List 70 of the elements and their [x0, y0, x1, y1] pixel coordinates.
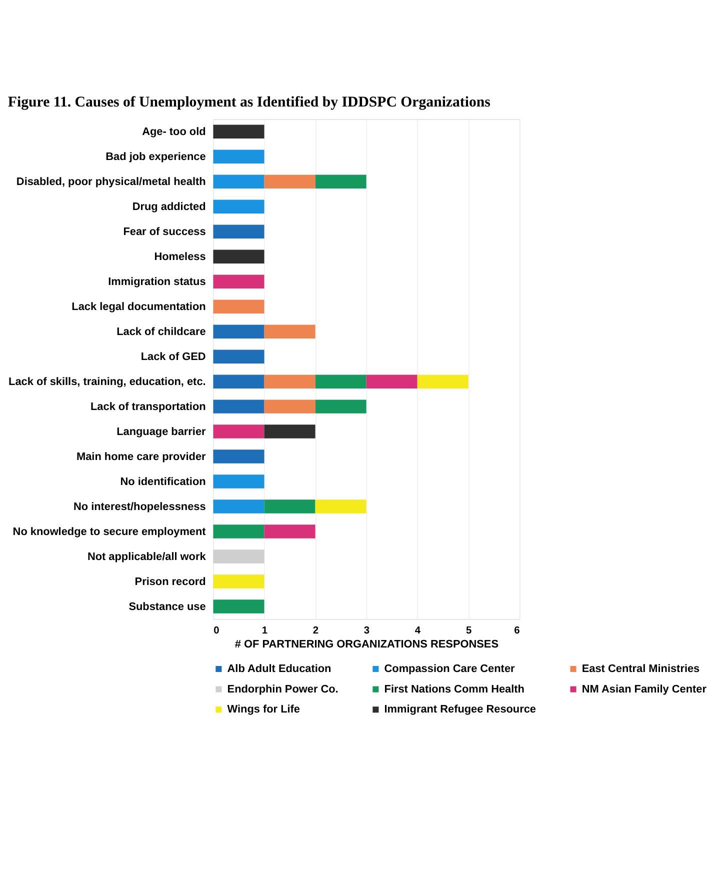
legend-label: Endorphin Power Co. [227, 683, 338, 696]
y-tick-label: Drug addicted [132, 201, 206, 214]
bar [213, 200, 264, 214]
x-tick-label: 2 [312, 625, 319, 636]
bar [264, 524, 316, 538]
x-tick-label: 3 [364, 625, 370, 636]
bar [315, 500, 366, 514]
bar [213, 124, 264, 139]
y-tick-label: Lack legal documentation [72, 301, 206, 314]
bar [213, 450, 264, 464]
legend-label: First Nations Comm Health [384, 683, 524, 696]
y-tick-label: Immigration status [108, 276, 206, 288]
bar [213, 250, 264, 264]
bar [366, 374, 418, 388]
legend-label: NM Asian Family Center [582, 683, 708, 696]
y-tick-label: Age- too old [142, 126, 206, 138]
x-tick-label: 0 [214, 625, 220, 636]
bar [315, 174, 366, 188]
y-tick-label: Main home care provider [76, 451, 207, 464]
x-tick-label: 1 [262, 625, 268, 636]
bar [315, 374, 366, 388]
bar [264, 400, 316, 414]
bar [213, 350, 264, 364]
bar [213, 600, 264, 614]
y-tick-label: Disabled, poor physical/metal health [16, 176, 206, 188]
chart-title: Figure 11. Causes of Unemployment as Identified by IDDSPC Organizations [8, 94, 491, 111]
bar [213, 400, 264, 414]
legend-label: Compassion Care Center [384, 663, 516, 676]
bar [264, 324, 316, 338]
bar [213, 574, 264, 588]
bar [213, 174, 264, 188]
bar [213, 274, 264, 288]
bar [213, 324, 264, 338]
bar [213, 524, 264, 538]
legend-label: Wings for Life [227, 704, 300, 716]
x-axis-title: # OF PARTNERING ORGANIZATIONS RESPONSES [234, 638, 498, 651]
y-tick-label: Prison record [134, 576, 206, 588]
x-tick-label: 5 [466, 625, 472, 636]
y-tick-label: Substance use [128, 601, 206, 614]
y-tick-label: No knowledge to secure employment [12, 526, 206, 538]
bar [264, 174, 316, 188]
y-tick-label: Fear of success [123, 226, 206, 238]
bar [213, 424, 264, 438]
x-tick-label: 4 [414, 625, 421, 636]
x-tick-label: 6 [514, 625, 520, 636]
y-tick-label: Lack of skills, training, education, etc. [8, 376, 206, 388]
bar [315, 400, 366, 414]
bar [264, 374, 316, 388]
legend-label: East Central Ministries [582, 663, 700, 676]
bar [213, 500, 264, 514]
bar [264, 500, 316, 514]
y-tick-label: Language barrier [116, 426, 207, 438]
bar [264, 424, 316, 438]
bar [213, 224, 264, 238]
y-tick-label: Homeless [154, 251, 206, 264]
y-tick-label: Lack of GED [140, 351, 206, 364]
legend-label: Immigrant Refugee Resource [384, 704, 536, 716]
y-tick-label: Lack of transportation [90, 401, 206, 414]
legend-label: Alb Adult Education [227, 663, 332, 676]
bar [213, 150, 264, 164]
y-tick-label: No interest/hopelessness [73, 501, 206, 514]
bar [213, 474, 264, 488]
bar [213, 374, 264, 388]
y-tick-label: No identification [120, 476, 206, 488]
y-tick-label: Lack of childcare [116, 326, 206, 338]
y-tick-label: Bad job experience [106, 151, 206, 164]
bar [417, 374, 468, 388]
bar [213, 300, 264, 314]
y-tick-label: Not applicable/all work [87, 551, 207, 564]
bar [213, 550, 264, 564]
